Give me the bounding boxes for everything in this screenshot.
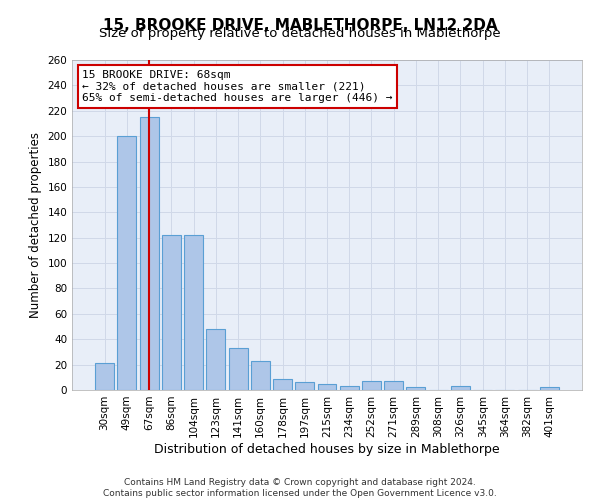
- Bar: [95, 364, 114, 390]
- Text: 15 BROOKE DRIVE: 68sqm
← 32% of detached houses are smaller (221)
65% of semi-de: 15 BROOKE DRIVE: 68sqm ← 32% of detached…: [82, 70, 392, 103]
- Bar: [229, 348, 248, 390]
- Bar: [118, 136, 136, 390]
- Bar: [251, 361, 270, 390]
- Text: 15, BROOKE DRIVE, MABLETHORPE, LN12 2DA: 15, BROOKE DRIVE, MABLETHORPE, LN12 2DA: [103, 18, 497, 32]
- Bar: [362, 381, 381, 390]
- Text: Size of property relative to detached houses in Mablethorpe: Size of property relative to detached ho…: [99, 28, 501, 40]
- X-axis label: Distribution of detached houses by size in Mablethorpe: Distribution of detached houses by size …: [154, 442, 500, 456]
- Text: Contains HM Land Registry data © Crown copyright and database right 2024.
Contai: Contains HM Land Registry data © Crown c…: [103, 478, 497, 498]
- Bar: [317, 384, 337, 390]
- Bar: [540, 388, 559, 390]
- Bar: [406, 388, 425, 390]
- Bar: [184, 235, 203, 390]
- Y-axis label: Number of detached properties: Number of detached properties: [29, 132, 42, 318]
- Bar: [340, 386, 359, 390]
- Bar: [295, 382, 314, 390]
- Bar: [384, 381, 403, 390]
- Bar: [451, 386, 470, 390]
- Bar: [162, 235, 181, 390]
- Bar: [273, 378, 292, 390]
- Bar: [140, 117, 158, 390]
- Bar: [206, 329, 225, 390]
